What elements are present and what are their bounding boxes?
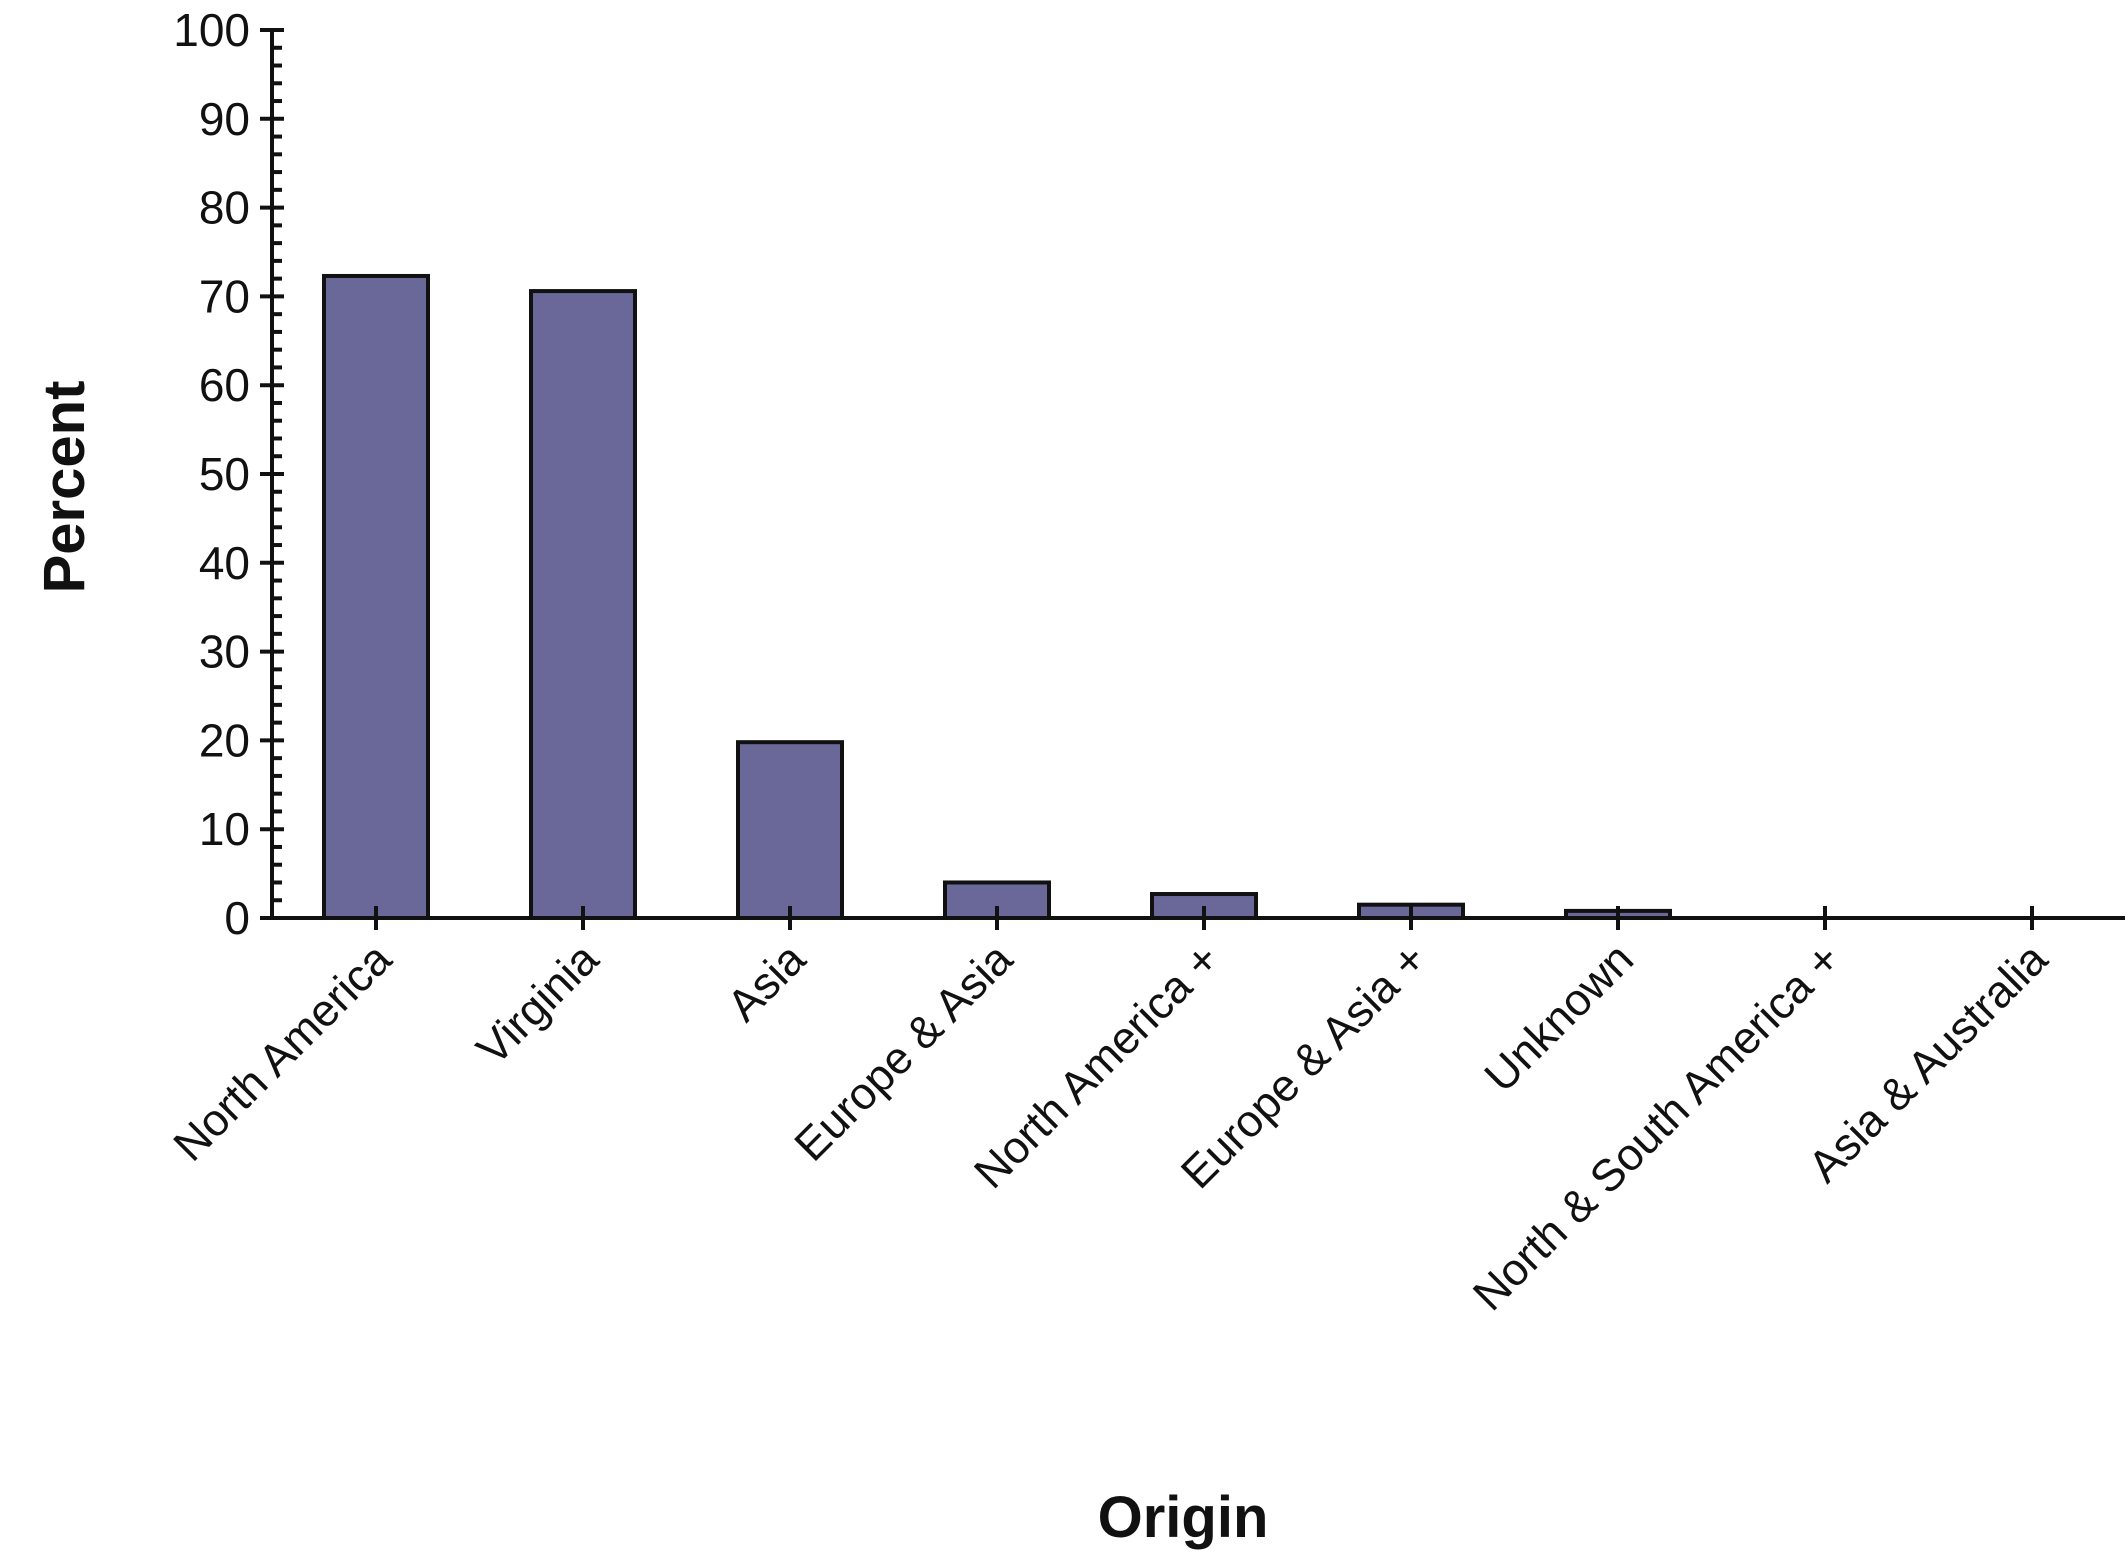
y-tick-label: 40	[199, 537, 250, 589]
y-tick-label: 0	[224, 892, 250, 944]
bar	[529, 289, 637, 920]
x-category-label: Virginia	[466, 932, 608, 1074]
y-tick-label: 70	[199, 270, 250, 322]
x-axis-title: Origin	[1098, 1485, 1269, 1550]
y-tick-label: 10	[199, 803, 250, 855]
y-axis-title: Percent	[32, 381, 97, 594]
bars-group	[322, 273, 1672, 921]
x-category-label: North & South America +	[1463, 933, 1850, 1320]
y-tick-label: 60	[199, 359, 250, 411]
bar	[736, 740, 844, 921]
x-category-label: Unknown	[1474, 933, 1643, 1102]
y-tick-label: 80	[199, 182, 250, 234]
bar	[322, 273, 430, 920]
x-category-label: Asia	[717, 932, 816, 1031]
y-tick-label: 100	[173, 4, 250, 56]
y-axis: 0 10 20 30 40 50 60 70 80 90 100	[173, 4, 284, 944]
y-tick-label: 50	[199, 448, 250, 500]
y-tick-label: 20	[199, 714, 250, 766]
y-tick-label: 30	[199, 626, 250, 678]
x-category-label: Europe & Asia	[784, 932, 1022, 1170]
y-tick-label: 90	[199, 93, 250, 145]
x-category-label: North America	[163, 932, 401, 1170]
